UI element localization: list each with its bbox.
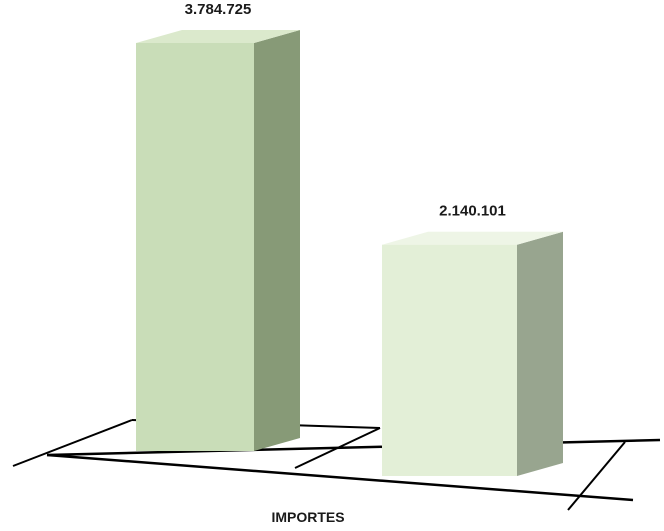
- floor-divider: [294, 427, 381, 469]
- bar-1: [136, 43, 254, 451]
- bar-1-side: [254, 30, 300, 451]
- bar-2-top: [382, 231, 563, 245]
- bar-1-top: [136, 30, 300, 43]
- bars-group: 3.784.725 2.140.101: [136, 1, 563, 476]
- floor-right-tick: [567, 441, 626, 511]
- bar-1-value-label: 3.784.725: [185, 1, 252, 18]
- bar-2-value-label: 2.140.101: [439, 203, 506, 220]
- floor-left-tick: [12, 419, 133, 467]
- x-axis-label: IMPORTES: [271, 509, 344, 525]
- floor-front-edge: [46, 453, 634, 502]
- bar-2: [382, 244, 517, 476]
- bar-2-side: [517, 231, 563, 476]
